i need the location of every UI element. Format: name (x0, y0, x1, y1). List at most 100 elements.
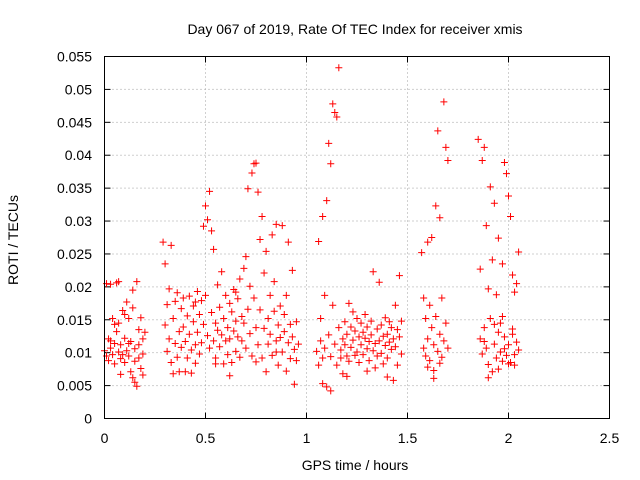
data-point (139, 371, 147, 379)
data-point (228, 308, 236, 316)
data-point (345, 299, 353, 307)
data-point (191, 298, 199, 306)
data-point (187, 369, 195, 377)
data-point (347, 343, 355, 351)
chart-title: Day 067 of 2019, Rate Of TEC Index for r… (187, 21, 522, 37)
data-point (430, 341, 438, 349)
data-point (216, 303, 224, 311)
data-point (258, 212, 266, 220)
data-point (511, 361, 519, 369)
y-axis-label: ROTI / TECUs (5, 195, 21, 285)
data-point (117, 370, 125, 378)
data-point (107, 344, 115, 352)
data-point (272, 348, 280, 356)
data-point (129, 286, 137, 294)
data-point (272, 337, 280, 345)
data-point (482, 344, 490, 352)
data-point (131, 345, 139, 353)
data-point (175, 368, 183, 376)
data-point (387, 345, 395, 353)
data-point (238, 337, 246, 345)
data-point (264, 340, 272, 348)
y-tick-label: 0.025 (57, 246, 92, 262)
data-point (397, 317, 405, 325)
data-point (254, 188, 262, 196)
data-point (248, 352, 256, 360)
data-point (127, 368, 135, 376)
data-point (393, 326, 401, 334)
data-point (436, 330, 444, 338)
data-point (357, 341, 365, 349)
data-point (484, 374, 492, 382)
data-point (210, 245, 218, 253)
data-point (436, 214, 444, 222)
y-tick-label: 0.045 (57, 114, 92, 130)
data-point (266, 291, 274, 299)
data-point (220, 360, 228, 368)
data-point (129, 304, 137, 312)
data-point (343, 330, 351, 338)
data-point (387, 324, 395, 332)
data-point (216, 343, 224, 351)
data-point (121, 359, 129, 367)
data-point (478, 156, 486, 164)
data-point (179, 294, 187, 302)
data-point (383, 373, 391, 381)
data-point (199, 222, 207, 230)
data-point (373, 352, 381, 360)
data-point (270, 278, 278, 286)
data-point (208, 227, 216, 235)
data-point (119, 351, 127, 359)
data-point (117, 341, 125, 349)
y-tick-label: 0.02 (65, 279, 92, 295)
data-point (434, 127, 442, 135)
data-point (280, 311, 288, 319)
data-point (484, 285, 492, 293)
data-point (169, 370, 177, 378)
data-point (212, 319, 220, 327)
x-tick-label: 2.5 (600, 430, 620, 446)
y-tick-label: 0.005 (57, 378, 92, 394)
data-point (476, 265, 484, 273)
data-point (185, 292, 193, 300)
data-point (347, 323, 355, 331)
data-point (262, 247, 270, 255)
data-point (496, 348, 504, 356)
data-point (395, 272, 403, 280)
x-axis-label: GPS time / hours (302, 457, 409, 473)
data-point (498, 312, 506, 320)
data-point (123, 298, 131, 306)
data-point (264, 314, 272, 322)
data-point (173, 289, 181, 297)
data-point (226, 299, 234, 307)
y-tick-label: 0.05 (65, 81, 92, 97)
x-tick-label: 1.5 (398, 430, 418, 446)
data-point (121, 311, 129, 319)
data-point (515, 346, 523, 354)
data-point (159, 238, 167, 246)
data-point (240, 319, 248, 327)
data-point (258, 354, 266, 362)
data-point (509, 325, 517, 333)
data-point (391, 301, 399, 309)
data-point (357, 319, 365, 327)
data-point (343, 352, 351, 360)
data-point (230, 327, 238, 335)
x-tick-label: 0 (101, 430, 109, 446)
data-point (373, 325, 381, 333)
y-tick-label: 0.015 (57, 312, 92, 328)
data-point (337, 354, 345, 362)
data-point (381, 314, 389, 322)
data-point (111, 320, 119, 328)
data-point (290, 345, 298, 353)
data-point (440, 337, 448, 345)
data-point (333, 361, 341, 369)
data-point (442, 143, 450, 151)
data-point (331, 108, 339, 116)
data-point (486, 314, 494, 322)
data-point (315, 361, 323, 369)
data-point (343, 372, 351, 380)
data-point (363, 345, 371, 353)
data-point (119, 307, 127, 315)
data-point (117, 355, 125, 363)
